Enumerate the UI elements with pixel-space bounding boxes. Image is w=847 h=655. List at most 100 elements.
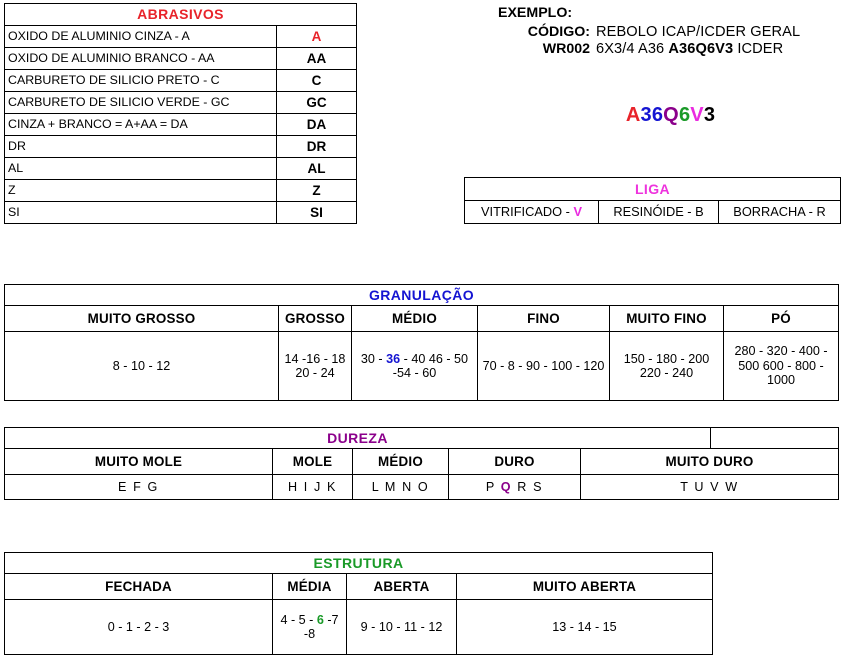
code-colored-segment-3: 6 bbox=[678, 104, 691, 126]
estrutura-value: 13 - 14 - 15 bbox=[456, 599, 713, 655]
abrasivo-name: Z bbox=[4, 179, 277, 202]
wr-line: WR002 6X3/4 A36 A36Q6V3 ICDER bbox=[498, 41, 843, 57]
table-row: DR DR bbox=[4, 135, 357, 158]
wr-label: WR002 bbox=[542, 41, 590, 57]
code-colored-segment-1: 36 bbox=[640, 104, 664, 126]
dureza-value: H I J K bbox=[272, 474, 353, 500]
medio-post: - 40 46 - 50 -54 - 60 bbox=[392, 351, 469, 380]
media-post: -7 -8 bbox=[303, 612, 339, 641]
table-row: CINZA + BRANCO = A+AA = DA DA bbox=[4, 113, 357, 136]
estrutura-header: ABERTA bbox=[346, 573, 457, 600]
medio-highlight: 36 bbox=[386, 351, 401, 366]
abrasivo-code: SI bbox=[276, 201, 357, 224]
table-row: Z Z bbox=[4, 179, 357, 202]
abrasivo-name: OXIDO DE ALUMINIO CINZA - A bbox=[4, 25, 277, 48]
dureza-header: MOLE bbox=[272, 448, 353, 475]
liga-row: VITRIFICADO - V RESINÓIDE - B BORRACHA -… bbox=[464, 200, 841, 224]
granulacao-header: GROSSO bbox=[278, 305, 352, 332]
estrutura-title-row: ESTRUTURA bbox=[4, 552, 713, 574]
liga-title: LIGA bbox=[464, 177, 841, 201]
abrasivo-code: DR bbox=[276, 135, 357, 158]
media-highlight: 6 bbox=[316, 612, 324, 627]
estrutura-header: MÉDIA bbox=[272, 573, 347, 600]
media-pre: 4 - 5 - bbox=[280, 612, 317, 627]
dureza-table: DUREZA MUITO MOLE MOLE MÉDIO DURO MUITO … bbox=[4, 427, 839, 500]
liga-title-row: LIGA bbox=[464, 177, 841, 201]
granulacao-value: 150 - 180 - 200 220 - 240 bbox=[609, 331, 724, 401]
abrasivo-code: A bbox=[276, 25, 357, 48]
abrasivo-code: Z bbox=[276, 179, 357, 202]
granulacao-value: 70 - 8 - 90 - 100 - 120 bbox=[477, 331, 610, 401]
abrasivo-name: DR bbox=[4, 135, 277, 158]
granulacao-value: 8 - 10 - 12 bbox=[4, 331, 279, 401]
wr-value-post: ICDER bbox=[733, 41, 784, 57]
code-colored-segment-2: Q bbox=[663, 104, 679, 126]
abrasivo-code: AL bbox=[276, 157, 357, 180]
code-colored-segment-0: A bbox=[625, 104, 641, 126]
abrasivos-title-row: ABRASIVOS bbox=[4, 3, 357, 26]
abrasivos-title: ABRASIVOS bbox=[4, 3, 357, 26]
granulacao-header: MÉDIO bbox=[351, 305, 478, 332]
granulacao-value: 280 - 320 - 400 - 500 600 - 800 - 1000 bbox=[723, 331, 839, 401]
abrasivo-code: C bbox=[276, 69, 357, 92]
abrasivo-name: OXIDO DE ALUMINIO BRANCO - AA bbox=[4, 47, 277, 70]
duro-pre: P bbox=[485, 479, 501, 494]
table-row: OXIDO DE ALUMINIO BRANCO - AA AA bbox=[4, 47, 357, 70]
estrutura-value-media: 4 - 5 - 6 -7 -8 bbox=[272, 599, 347, 655]
dureza-value: L M N O bbox=[352, 474, 449, 500]
wr-value-pre: 6X3/4 A36 bbox=[596, 41, 669, 57]
estrutura-title: ESTRUTURA bbox=[4, 552, 713, 574]
granulacao-body-row: 8 - 10 - 12 14 -16 - 18 20 - 24 30 - 36 … bbox=[4, 331, 839, 401]
estrutura-header: MUITO ABERTA bbox=[456, 573, 713, 600]
granulacao-header: MUITO GROSSO bbox=[4, 305, 279, 332]
table-row: CARBURETO DE SILICIO PRETO - C C bbox=[4, 69, 357, 92]
dureza-value: T U V W bbox=[580, 474, 839, 500]
abrasivo-name: CINZA + BRANCO = A+AA = DA bbox=[4, 113, 277, 136]
estrutura-value: 0 - 1 - 2 - 3 bbox=[4, 599, 273, 655]
abrasivo-code: AA bbox=[276, 47, 357, 70]
table-row: CARBURETO DE SILICIO VERDE - GC GC bbox=[4, 91, 357, 114]
dureza-header: MUITO MOLE bbox=[4, 448, 273, 475]
dureza-header: MUITO DURO bbox=[580, 448, 839, 475]
liga-cell-resinoide: RESINÓIDE - B bbox=[598, 200, 719, 224]
liga-table: LIGA VITRIFICADO - V RESINÓIDE - B BORRA… bbox=[464, 177, 841, 224]
abrasivo-name: AL bbox=[4, 157, 277, 180]
estrutura-table: ESTRUTURA FECHADA MÉDIA ABERTA MUITO ABE… bbox=[4, 552, 713, 655]
code-colored-segment-5: 3 bbox=[703, 104, 716, 126]
dureza-value: E F G bbox=[4, 474, 273, 500]
abrasivo-code: GC bbox=[276, 91, 357, 114]
wr-value: 6X3/4 A36 A36Q6V3 ICDER bbox=[596, 41, 783, 57]
estrutura-body-row: 0 - 1 - 2 - 3 4 - 5 - 6 -7 -8 9 - 10 - 1… bbox=[4, 599, 713, 655]
code-colored-segment-4: V bbox=[690, 104, 704, 126]
liga-cell-text: VITRIFICADO - bbox=[481, 203, 574, 219]
abrasivo-name: CARBURETO DE SILICIO PRETO - C bbox=[4, 69, 277, 92]
codigo-value: REBOLO ICAP/ICDER GERAL bbox=[596, 24, 801, 40]
abrasivos-table: ABRASIVOS OXIDO DE ALUMINIO CINZA - A A … bbox=[4, 3, 357, 224]
liga-cell-highlight: V bbox=[573, 203, 582, 219]
table-row: OXIDO DE ALUMINIO CINZA - A A bbox=[4, 25, 357, 48]
granulacao-header: FINO bbox=[477, 305, 610, 332]
duro-post: R S bbox=[512, 479, 544, 494]
duro-highlight: Q bbox=[500, 479, 513, 494]
granulacao-header-row: MUITO GROSSO GROSSO MÉDIO FINO MUITO FIN… bbox=[4, 305, 839, 332]
dureza-header: MÉDIO bbox=[352, 448, 449, 475]
table-row: AL AL bbox=[4, 157, 357, 180]
dureza-value-duro: P Q R S bbox=[448, 474, 581, 500]
code-colored-display: A36Q6V3 bbox=[498, 104, 843, 127]
liga-cell-borracha: BORRACHA - R bbox=[718, 200, 841, 224]
codigo-line: CÓDIGO: REBOLO ICAP/ICDER GERAL bbox=[498, 24, 843, 40]
liga-cell-vitrificado: VITRIFICADO - V bbox=[464, 200, 599, 224]
estrutura-header-row: FECHADA MÉDIA ABERTA MUITO ABERTA bbox=[4, 573, 713, 600]
dureza-title-row: DUREZA bbox=[4, 427, 839, 449]
granulacao-title: GRANULAÇÃO bbox=[4, 284, 839, 306]
dureza-header-row: MUITO MOLE MOLE MÉDIO DURO MUITO DURO bbox=[4, 448, 839, 475]
abrasivo-name: CARBURETO DE SILICIO VERDE - GC bbox=[4, 91, 277, 114]
granulacao-title-row: GRANULAÇÃO bbox=[4, 284, 839, 306]
exemplo-title: EXEMPLO: bbox=[498, 5, 573, 21]
medio-pre: 30 - bbox=[360, 351, 387, 366]
wr-value-bold: A36Q6V3 bbox=[668, 41, 734, 57]
estrutura-header: FECHADA bbox=[4, 573, 273, 600]
granulacao-value-medio: 30 - 36 - 40 46 - 50 -54 - 60 bbox=[351, 331, 478, 401]
granulacao-value: 14 -16 - 18 20 - 24 bbox=[278, 331, 352, 401]
codigo-label: CÓDIGO: bbox=[527, 24, 590, 40]
